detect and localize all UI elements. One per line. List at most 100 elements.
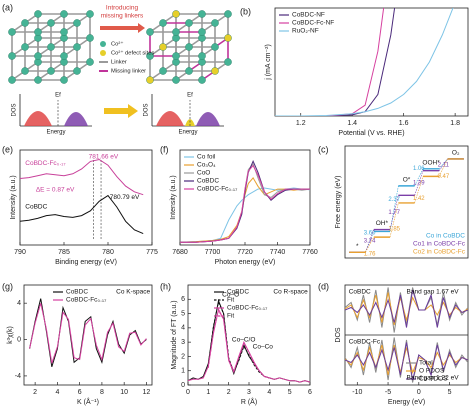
y-tick-label: 4 [17,300,21,307]
legend-text: Missing linker [111,69,146,75]
y-tick-label: 3 [181,339,185,346]
x-tick-label: 7760 [302,249,318,256]
data-line [188,307,310,383]
co-node [34,28,42,36]
connector [438,158,448,169]
x-tick-label: 10 [120,389,128,396]
co-node [172,28,180,36]
category-label: * [356,243,359,250]
band [64,112,88,126]
co-node [47,19,55,27]
x-tick-label: 4 [55,389,59,396]
fermi-label: Ef [187,93,193,99]
annotation: 781.66 eV [89,153,119,160]
co-node [21,19,29,27]
x-tick-label: 1.8 [450,120,460,127]
x-tick-label: 8 [100,389,104,396]
data-line [207,300,270,379]
plot-frame [19,149,153,246]
annotation: ΔE = 0.87 eV [36,187,75,194]
legend-text: CoBDC [66,289,88,296]
band [24,111,52,126]
annotation: 780.79 eV [110,194,140,201]
y-axis-label: Magnitude of FT (a.u.) [171,300,178,369]
legend-text: CoBDC [227,289,249,296]
framework [8,10,94,84]
panel-label: (a) [2,2,13,12]
annotation: Co K-space [116,289,150,296]
co-node [185,19,193,27]
co-node [34,76,42,84]
x-tick-label: 790 [14,249,26,256]
co-node [198,10,206,18]
legend-icon [100,50,106,56]
y-tick-label: 5 [181,310,185,317]
co-node [60,28,68,36]
x-tick-label: 7740 [270,249,286,256]
step-label: 1.39 [413,181,425,187]
co-node [34,10,42,18]
data-line [20,158,144,196]
band [196,112,220,126]
arrow-text: Introducing [106,5,139,12]
x-tick-label: 1 [206,389,210,396]
category-label: OH* [376,220,389,227]
legend-text: Co2 in CoBDC-Fc [413,249,466,256]
step-label: 1.76 [364,251,376,257]
step-label: 1.06 [413,166,425,172]
annotation: CoBDC [349,289,371,296]
y-tick-label: 0 [181,382,185,389]
x-axis-label: Binding energy (eV) [55,259,117,266]
plot-frame [344,145,469,259]
panel-label: (b) [240,6,251,16]
y-tick-label: 2 [181,353,185,360]
defect-site [224,34,232,42]
co-node [198,28,206,36]
step-label: 0.47 [438,174,450,180]
y-axis-label: Intensity (a.u.) [10,175,17,219]
co-node [21,67,29,75]
legend-text: Co1 in CoBDC-Fc [413,241,466,248]
annotation: CoBDC-Fc₀.₁₇ [25,160,65,167]
co-node [86,58,94,66]
annotation: Co–O [222,292,239,299]
panel-label: (e) [2,144,13,154]
co-node [159,67,167,75]
legend-text: O PDOS [419,368,445,375]
legend-text: CoBDC-Fc₀.₁₇ [227,305,267,312]
x-axis-label: K (Å⁻¹) [77,397,99,406]
y-axis-label: j (mA cm⁻²) [265,44,272,81]
co-node [172,52,180,60]
framework [146,10,232,84]
legend-text: CoBDC-Fc₀.₁₇ [66,297,106,304]
x-axis-label: R (Å) [241,397,257,406]
y-tick-label: 6 [181,296,185,303]
annotation: Band gap 1.22 eV [407,375,460,382]
legend-text: CoBDC [197,178,219,185]
x-tick-label: 2 [227,389,231,396]
step-label: 3.74 [364,238,376,244]
x-axis-label: Energy (eV) [388,399,425,406]
co-node [34,52,42,60]
co-node [21,43,29,51]
legend-text: Co PDOS [419,376,448,383]
annotation: Co–Co [253,344,274,351]
dos-ylabel: DOS [12,103,18,116]
fermi-label: Ef [55,93,61,99]
data-line [345,342,468,381]
co-node [198,52,206,60]
co-node [211,43,219,51]
co-node [8,76,16,84]
co-node [198,76,206,84]
legend-text: Fit [227,297,234,304]
annotation: CoBDC-Fc [349,339,381,346]
legend-text: CoBDC-Fc₀.₁₇ [197,186,237,193]
panel-label: (g) [2,281,13,291]
co-node [60,10,68,18]
legend-text: Fit [227,313,234,320]
co-node [8,52,16,60]
panel-label: (c) [318,144,329,154]
step-label: 1.42 [413,196,425,202]
defect-site [146,76,154,84]
